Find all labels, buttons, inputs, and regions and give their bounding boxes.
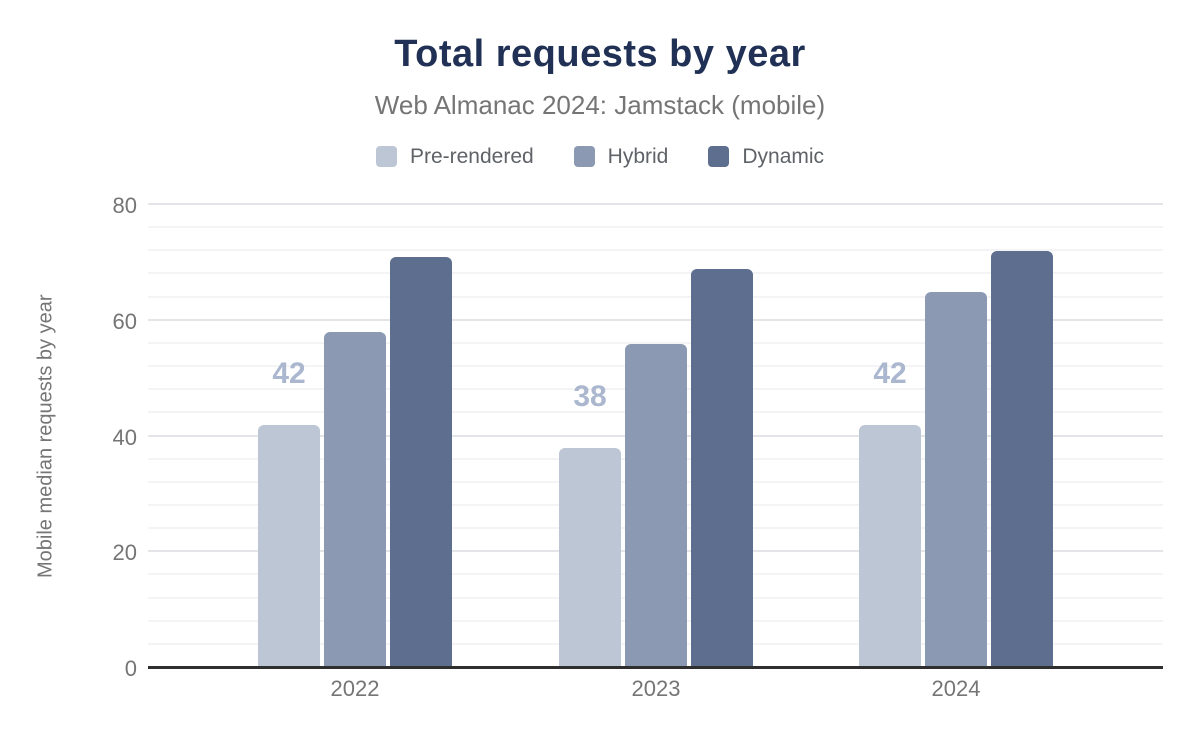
x-tick-label-2024: 2024 bbox=[931, 676, 981, 701]
legend-label: Dynamic bbox=[742, 144, 825, 168]
bar-value-label: 38 bbox=[573, 380, 607, 414]
y-tick-label: 40 bbox=[112, 424, 137, 450]
x-tick-label-2022: 2022 bbox=[330, 676, 380, 701]
major-gridline bbox=[148, 318, 1163, 321]
bar-pre-rendered-2022 bbox=[258, 424, 320, 668]
chart-subtitle: Web Almanac 2024: Jamstack (mobile) bbox=[374, 89, 826, 120]
bar-group-2023: 38 bbox=[559, 205, 753, 668]
x-tick-label-2023: 2023 bbox=[631, 676, 681, 701]
legend-item-dynamic: Dynamic bbox=[708, 145, 824, 169]
y-tick-label: 20 bbox=[112, 540, 137, 566]
bar-hybrid-2022 bbox=[324, 332, 386, 668]
bar-dynamic-2024 bbox=[991, 251, 1053, 668]
bar-value-label: 42 bbox=[272, 356, 306, 390]
legend-label: Pre-rendered bbox=[409, 144, 534, 168]
y-tick-label: 80 bbox=[112, 193, 137, 218]
legend: Pre-rendered Hybrid Dynamic bbox=[0, 145, 1200, 169]
minor-gridline bbox=[148, 272, 1163, 275]
chart-header: Total requests by year Web Almanac 2024:… bbox=[0, 0, 1200, 169]
minor-gridline bbox=[148, 249, 1163, 252]
bar-group-2022: 42 bbox=[258, 205, 452, 668]
legend-item-pre-rendered: Pre-rendered bbox=[375, 144, 534, 169]
bar-pre-rendered-2024 bbox=[859, 424, 921, 668]
legend-swatch-icon bbox=[708, 146, 730, 168]
bar-dynamic-2023 bbox=[691, 268, 753, 668]
bar-value-label: 42 bbox=[873, 356, 907, 390]
legend-label: Hybrid bbox=[607, 144, 669, 168]
legend-swatch-icon bbox=[375, 146, 397, 168]
bar-hybrid-2024 bbox=[925, 291, 987, 668]
y-tick-label: 60 bbox=[112, 308, 137, 334]
y-tick-label: 0 bbox=[124, 656, 137, 681]
bar-group-2024: 42 bbox=[859, 205, 1053, 668]
chart-title: Total requests by year bbox=[394, 33, 806, 75]
legend-item-hybrid: Hybrid bbox=[573, 144, 669, 169]
major-gridline bbox=[148, 203, 1163, 205]
minor-gridline bbox=[148, 341, 1163, 344]
bar-pre-rendered-2023 bbox=[559, 448, 621, 668]
legend-swatch-icon bbox=[573, 146, 595, 168]
bar-hybrid-2023 bbox=[625, 343, 687, 668]
bar-dynamic-2022 bbox=[390, 257, 452, 668]
plot-area: 42 38 42 bbox=[148, 203, 1163, 669]
minor-gridline bbox=[148, 295, 1163, 298]
minor-gridline bbox=[148, 226, 1163, 229]
x-axis-line bbox=[148, 666, 1163, 669]
